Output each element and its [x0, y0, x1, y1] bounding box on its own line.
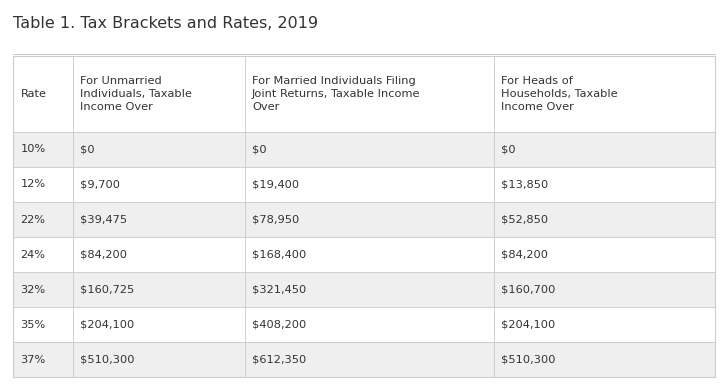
Bar — [494, 167, 715, 202]
Text: $78,950: $78,950 — [252, 214, 299, 224]
Bar — [13, 307, 73, 342]
Bar — [494, 237, 715, 272]
Text: 10%: 10% — [20, 144, 46, 154]
Bar — [494, 56, 715, 132]
Text: 35%: 35% — [20, 320, 46, 330]
Bar — [245, 237, 494, 272]
Bar — [73, 167, 245, 202]
Bar — [245, 307, 494, 342]
Text: 22%: 22% — [20, 214, 45, 224]
Text: For Unmarried
Individuals, Taxable
Income Over: For Unmarried Individuals, Taxable Incom… — [80, 76, 192, 112]
Bar — [245, 167, 494, 202]
Text: 37%: 37% — [20, 355, 46, 365]
Bar — [245, 272, 494, 307]
Text: $510,300: $510,300 — [80, 355, 135, 365]
Bar — [13, 342, 73, 377]
Text: $39,475: $39,475 — [80, 214, 127, 224]
Bar — [13, 132, 73, 167]
Bar — [245, 202, 494, 237]
Text: $84,200: $84,200 — [501, 250, 548, 259]
Bar — [494, 132, 715, 167]
Bar — [73, 132, 245, 167]
Bar — [73, 272, 245, 307]
Bar — [494, 342, 715, 377]
Bar — [73, 56, 245, 132]
Text: $13,850: $13,850 — [501, 179, 548, 189]
Text: $160,725: $160,725 — [80, 285, 134, 294]
Text: 24%: 24% — [20, 250, 45, 259]
Text: Rate: Rate — [20, 89, 47, 99]
Text: $510,300: $510,300 — [501, 355, 555, 365]
Text: $408,200: $408,200 — [252, 320, 306, 330]
Text: For Heads of
Households, Taxable
Income Over: For Heads of Households, Taxable Income … — [501, 76, 618, 112]
Bar — [73, 237, 245, 272]
Text: $52,850: $52,850 — [501, 214, 548, 224]
Text: $0: $0 — [252, 144, 266, 154]
Text: 12%: 12% — [20, 179, 46, 189]
Bar — [73, 307, 245, 342]
Text: $612,350: $612,350 — [252, 355, 306, 365]
Bar — [13, 272, 73, 307]
Bar — [13, 167, 73, 202]
Bar — [13, 237, 73, 272]
Bar — [73, 202, 245, 237]
Text: $160,700: $160,700 — [501, 285, 555, 294]
Text: For Married Individuals Filing
Joint Returns, Taxable Income
Over: For Married Individuals Filing Joint Ret… — [252, 76, 421, 112]
Bar — [245, 56, 494, 132]
Bar — [13, 56, 73, 132]
Text: $84,200: $84,200 — [80, 250, 127, 259]
Bar — [245, 342, 494, 377]
Text: $9,700: $9,700 — [80, 179, 120, 189]
Bar — [13, 56, 715, 377]
Bar — [245, 132, 494, 167]
Text: $168,400: $168,400 — [252, 250, 306, 259]
Text: $204,100: $204,100 — [80, 320, 134, 330]
Bar — [13, 202, 73, 237]
Text: $19,400: $19,400 — [252, 179, 299, 189]
Bar — [494, 272, 715, 307]
Text: 32%: 32% — [20, 285, 46, 294]
Text: $204,100: $204,100 — [501, 320, 555, 330]
Text: $0: $0 — [80, 144, 95, 154]
Text: $321,450: $321,450 — [252, 285, 306, 294]
Bar — [73, 342, 245, 377]
Bar — [494, 307, 715, 342]
Text: $0: $0 — [501, 144, 515, 154]
Bar — [494, 202, 715, 237]
Text: Table 1. Tax Brackets and Rates, 2019: Table 1. Tax Brackets and Rates, 2019 — [13, 16, 318, 31]
